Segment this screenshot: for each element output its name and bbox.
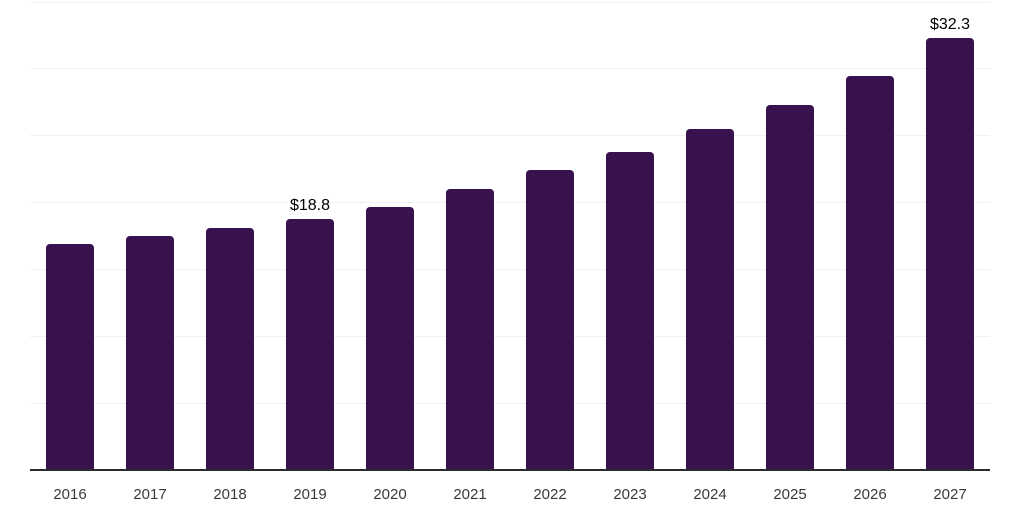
bar-2026 bbox=[846, 75, 894, 470]
bar-2016 bbox=[46, 244, 94, 470]
gridline-25 bbox=[30, 135, 990, 137]
x-tick-2022: 2022 bbox=[533, 486, 567, 503]
x-tick-2020: 2020 bbox=[373, 486, 407, 503]
x-tick-2017: 2017 bbox=[133, 486, 167, 503]
gridline-20 bbox=[30, 202, 990, 204]
gridline-35 bbox=[30, 1, 990, 3]
x-tick-2026: 2026 bbox=[853, 486, 887, 503]
bar-2025 bbox=[766, 104, 814, 470]
bar-2019 bbox=[286, 218, 334, 470]
x-tick-2016: 2016 bbox=[53, 486, 87, 503]
x-tick-2027: 2027 bbox=[933, 486, 967, 503]
bar-2024 bbox=[686, 129, 734, 470]
data-label-2027: $32.3 bbox=[929, 16, 971, 34]
x-tick-2021: 2021 bbox=[453, 486, 487, 503]
gridline-10 bbox=[30, 335, 990, 337]
bar-2021 bbox=[446, 189, 494, 470]
bar-2017 bbox=[126, 236, 174, 470]
x-tick-2018: 2018 bbox=[213, 486, 247, 503]
x-tick-2023: 2023 bbox=[613, 486, 647, 503]
bar-2023 bbox=[606, 151, 654, 470]
bar-2022 bbox=[526, 170, 574, 470]
gridline-30 bbox=[30, 68, 990, 70]
bar-2018 bbox=[206, 227, 254, 470]
bar-2020 bbox=[366, 206, 414, 470]
x-tick-2024: 2024 bbox=[693, 486, 727, 503]
data-label-2019: $18.8 bbox=[289, 196, 331, 214]
x-tick-2025: 2025 bbox=[773, 486, 807, 503]
x-axis-line bbox=[30, 469, 990, 471]
x-tick-2019: 2019 bbox=[293, 486, 327, 503]
bar-2027 bbox=[926, 38, 974, 470]
gridline-15 bbox=[30, 268, 990, 270]
gridline-5 bbox=[30, 402, 990, 404]
